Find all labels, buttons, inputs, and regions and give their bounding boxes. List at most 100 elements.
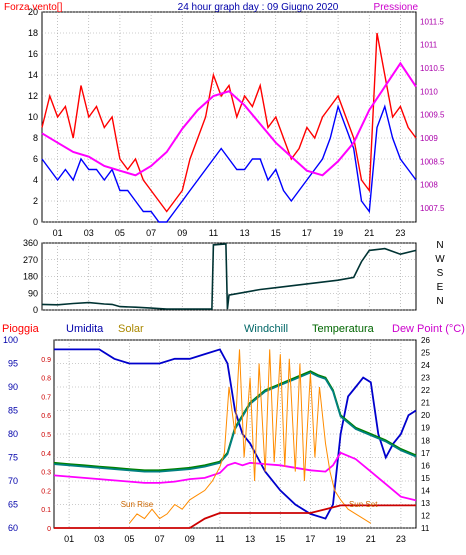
- climate-x-tick: 03: [94, 534, 104, 544]
- pressure-y-tick: 1011.5: [420, 17, 444, 26]
- climate-left-label: Pioggia: [2, 323, 40, 335]
- pressure-y-tick: 1009: [420, 134, 438, 143]
- climate-x-tick: 01: [64, 534, 74, 544]
- rain-y-tick: 0.3: [41, 470, 51, 477]
- climate-x-tick: 19: [336, 534, 346, 544]
- wind-y-tick: 4: [33, 175, 38, 185]
- wind-x-tick: 11: [209, 228, 218, 238]
- climate-x-tick: 13: [245, 534, 255, 544]
- wind-y-tick: 6: [33, 154, 38, 164]
- climate-series-line-5: [54, 504, 416, 529]
- compass-label: W: [435, 254, 445, 265]
- temperature-y-tick: 21: [421, 399, 430, 408]
- rain-y-tick: 0.7: [41, 394, 51, 401]
- wind-x-tick: 13: [240, 228, 250, 238]
- compass-label: N: [436, 296, 443, 307]
- rain-y-tick: 0: [47, 526, 51, 533]
- direction-y-tick: 180: [23, 272, 38, 282]
- humidity-y-tick: 60: [8, 523, 18, 533]
- temperature-y-tick: 12: [421, 511, 430, 520]
- compass-label: N: [436, 240, 443, 251]
- wind-x-tick: 15: [271, 228, 281, 238]
- humidity-y-tick: 65: [8, 500, 18, 510]
- temperature-y-tick: 22: [421, 386, 430, 395]
- direction-y-tick: 360: [23, 238, 38, 248]
- wind-axis-label: Forza vento[]: [4, 2, 63, 13]
- wind-x-tick: 17: [302, 228, 312, 238]
- humidity-y-tick: 75: [8, 453, 18, 463]
- temperature-y-tick: 25: [421, 349, 430, 358]
- temperature-y-tick: 13: [421, 499, 430, 508]
- pressure-y-tick: 1007.5: [420, 204, 445, 213]
- wind-y-tick: 10: [28, 112, 38, 122]
- rain-y-tick: 0.2: [41, 488, 51, 495]
- pressure-y-tick: 1008.5: [420, 157, 445, 166]
- temperature-y-tick: 16: [421, 461, 430, 470]
- rain-y-tick: 0.5: [41, 432, 51, 439]
- direction-y-tick: 270: [23, 255, 38, 265]
- climate-x-tick: 15: [275, 534, 285, 544]
- temperature-y-tick: 17: [421, 449, 430, 458]
- wind-y-tick: 18: [28, 28, 38, 38]
- wind-x-tick: 03: [84, 228, 94, 238]
- wind-x-tick: 01: [53, 228, 63, 238]
- pressure-y-tick: 1009.5: [420, 111, 445, 120]
- direction-y-tick: 90: [28, 288, 38, 298]
- wind-y-tick: 0: [33, 217, 38, 227]
- wind-y-tick: 12: [28, 91, 38, 101]
- humidity-y-tick: 80: [8, 429, 18, 439]
- rain-y-tick: 0.8: [41, 376, 51, 383]
- temperature-y-tick: 18: [421, 436, 430, 445]
- rain-y-tick: 0.4: [41, 451, 51, 458]
- climate-x-tick: 11: [215, 534, 224, 544]
- temperature-y-tick: 24: [421, 361, 430, 370]
- wind-x-tick: 19: [333, 228, 343, 238]
- compass-label: E: [437, 282, 444, 293]
- humidity-y-tick: 70: [8, 476, 18, 486]
- climate-series-line-3: [53, 451, 417, 502]
- wind-y-tick: 2: [33, 196, 38, 206]
- climate-right-label: Temperatura: [312, 323, 375, 335]
- pressure-y-tick: 1010: [420, 87, 438, 96]
- pressure-y-tick: 1010.5: [420, 64, 445, 73]
- rain-y-tick: 0.1: [41, 507, 51, 514]
- sun-annotation: Sun Set: [349, 500, 378, 509]
- climate-left-label: Solar: [118, 323, 144, 335]
- compass-label: S: [437, 268, 444, 279]
- climate-left-label: Umidita: [66, 323, 104, 335]
- wind-y-tick: 16: [28, 49, 38, 59]
- wind-x-tick: 05: [115, 228, 125, 238]
- climate-right-label: Windchill: [244, 323, 288, 335]
- chart-title: 24 hour graph day : 09 Giugno 2020: [178, 2, 339, 13]
- wind-series-line-2: [41, 61, 417, 177]
- wind-y-tick: 20: [28, 7, 38, 17]
- pressure-axis-label: Pressione: [374, 2, 419, 13]
- temperature-y-tick: 14: [421, 486, 430, 495]
- rain-y-tick: 0.9: [41, 357, 51, 364]
- sun-annotation: Sun Rise: [121, 500, 154, 509]
- climate-x-tick: 17: [305, 534, 315, 544]
- temperature-y-tick: 20: [421, 411, 430, 420]
- temperature-y-tick: 26: [421, 336, 430, 345]
- wind-x-tick: 21: [364, 228, 374, 238]
- temperature-y-tick: 15: [421, 474, 430, 483]
- wind-x-tick: 07: [146, 228, 156, 238]
- temperature-y-tick: 11: [421, 524, 430, 533]
- climate-x-tick: 09: [185, 534, 195, 544]
- humidity-y-tick: 85: [8, 406, 18, 416]
- wind-x-tick: 23: [395, 228, 405, 238]
- climate-right-label: Dew Point (°C): [392, 323, 465, 335]
- climate-x-tick: 05: [124, 534, 134, 544]
- humidity-y-tick: 100: [3, 335, 18, 345]
- wind-y-tick: 8: [33, 133, 38, 143]
- temperature-y-tick: 23: [421, 374, 430, 383]
- wind-series-line-0: [41, 32, 417, 213]
- wind-x-tick: 09: [177, 228, 187, 238]
- climate-x-tick: 23: [396, 534, 406, 544]
- temperature-y-tick: 19: [421, 424, 430, 433]
- climate-series-line-4: [129, 349, 372, 524]
- humidity-y-tick: 95: [8, 359, 18, 369]
- rain-y-tick: 0.6: [41, 413, 51, 420]
- pressure-y-tick: 1011: [420, 41, 438, 50]
